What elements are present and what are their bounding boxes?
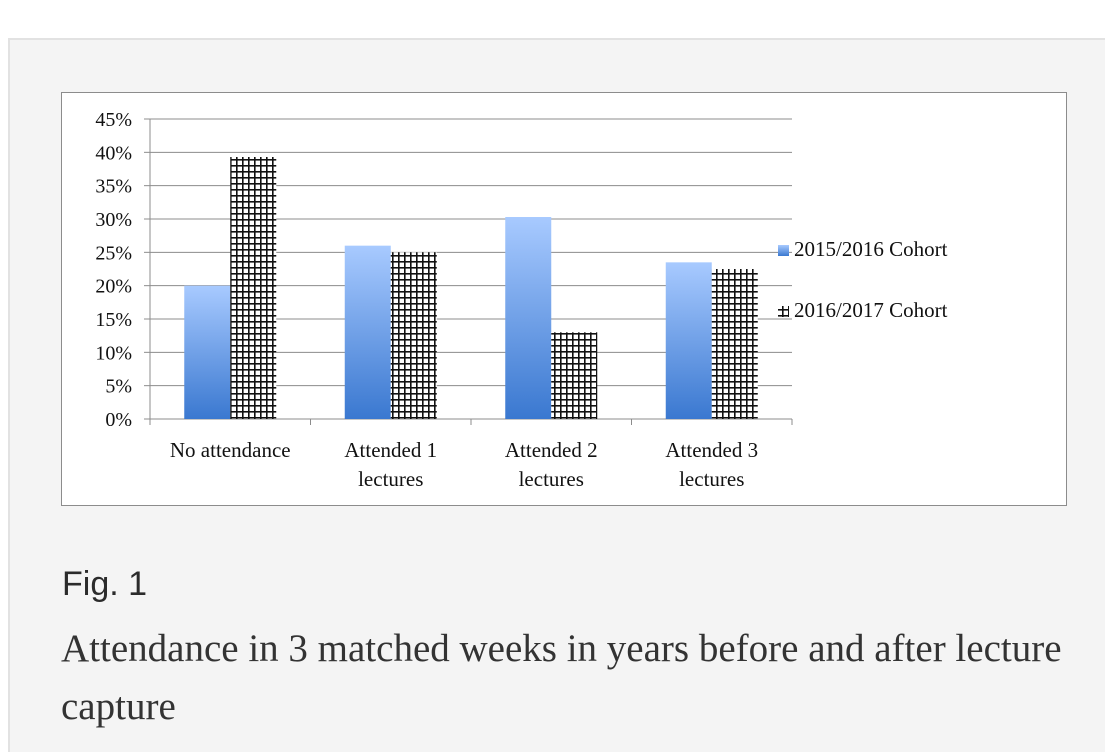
legend-label-2: 2016/2017 Cohort — [794, 298, 948, 322]
y-tick-label: 30% — [95, 209, 132, 231]
bar-2015-2016-cat-1 — [184, 285, 231, 419]
x-category-label: lectures — [519, 467, 584, 491]
x-category-label: No attendance — [170, 438, 291, 462]
x-category-label: Attended 1 — [344, 438, 437, 462]
legend-swatch-2 — [778, 306, 789, 317]
y-tick-label: 0% — [105, 409, 132, 431]
figure-label: Fig. 1 — [62, 565, 148, 603]
y-tick-label: 20% — [95, 276, 132, 298]
legend-swatch-1 — [778, 245, 789, 256]
figure-caption: Attendance in 3 matched weeks in years b… — [61, 627, 1062, 728]
bar-2016-2017-cat-3 — [551, 332, 598, 419]
chart-frame: 0% 5% 10% 15% 20% 25% 30% 35% 40% 45% No attendanc… — [61, 92, 1067, 506]
legend-label-1: 2015/2016 Cohort — [794, 237, 948, 261]
x-category-label: Attended 2 — [505, 438, 598, 462]
bar-2016-2017-cat-4 — [711, 269, 758, 419]
bar-2015-2016-cat-4 — [665, 262, 712, 419]
bar-2015-2016-cat-3 — [505, 217, 552, 419]
figure-card: 0% 5% 10% 15% 20% 25% 30% 35% 40% 45% No attendanc… — [8, 38, 1105, 752]
bar-2015-2016-cat-2 — [344, 245, 391, 419]
y-tick-label: 5% — [105, 376, 132, 398]
y-tick-label: 10% — [95, 342, 132, 364]
bar-2016-2017-cat-1 — [230, 157, 277, 419]
y-tick-label: 25% — [95, 242, 132, 264]
y-tick-label: 45% — [95, 109, 132, 131]
bar-2016-2017-cat-2 — [390, 252, 437, 419]
x-category-label: Attended 3 — [665, 438, 758, 462]
y-tick-label: 35% — [95, 176, 132, 198]
x-category-label: lectures — [358, 467, 423, 491]
attendance-bar-chart: 0% 5% 10% 15% 20% 25% 30% 35% 40% 45% No attendanc… — [95, 109, 948, 491]
y-tick-label: 40% — [95, 142, 132, 164]
y-tick-label: 15% — [95, 309, 132, 331]
x-category-label: lectures — [679, 467, 744, 491]
